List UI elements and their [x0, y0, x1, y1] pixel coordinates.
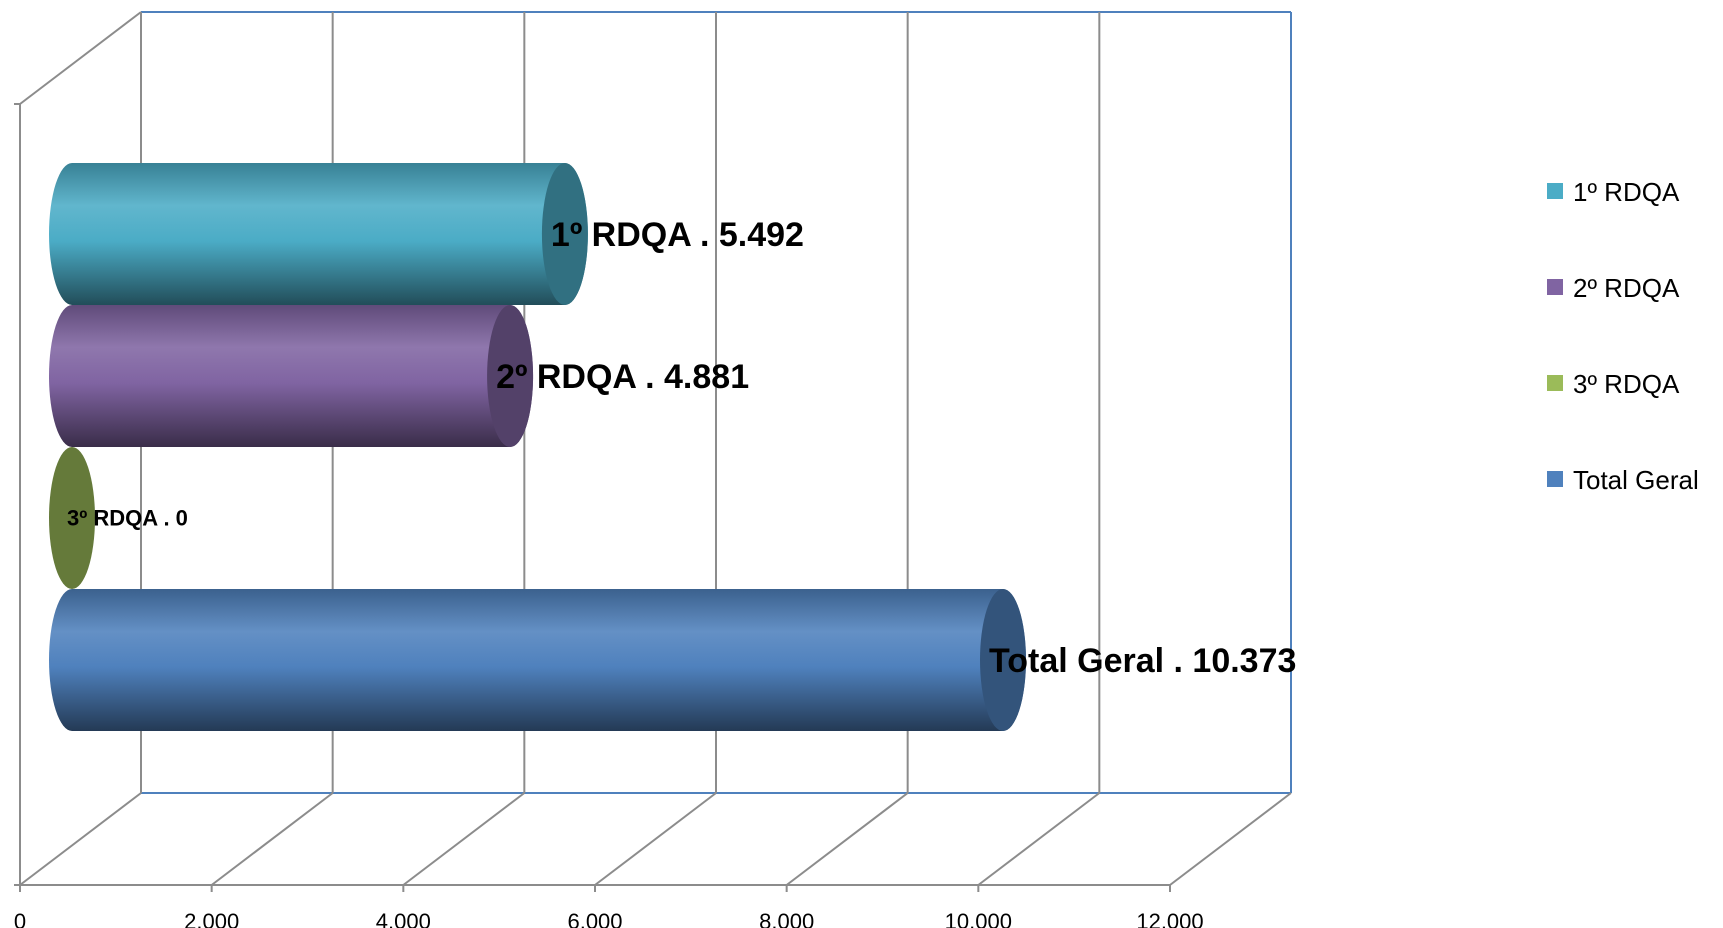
- legend-label: 2º RDQA: [1573, 273, 1680, 303]
- legend-label: 3º RDQA: [1573, 369, 1680, 399]
- x-tick-label: 6.000: [567, 909, 622, 928]
- bars: [49, 163, 1026, 731]
- data-label: Total Geral . 10.373: [989, 642, 1296, 680]
- x-tick-label: 10.000: [945, 909, 1012, 928]
- floor-gridline: [19, 792, 142, 886]
- data-label: 2º RDQA . 4.881: [496, 358, 749, 396]
- x-tick-label: 2.000: [184, 909, 239, 928]
- bar-end-cap: [979, 589, 1026, 731]
- bar-2-rdqa: [49, 305, 534, 447]
- legend-swatch: [1547, 471, 1563, 487]
- legend-swatch: [1547, 375, 1563, 391]
- x-tick-label: 4.000: [376, 909, 431, 928]
- bar-total-geral: [49, 589, 1026, 731]
- bar-end-cap: [487, 305, 534, 447]
- bar-1-rdqa: [49, 163, 588, 305]
- legend-swatch: [1547, 279, 1563, 295]
- x-tick-label: 8.000: [759, 909, 814, 928]
- legend-label: 1º RDQA: [1573, 177, 1680, 207]
- x-axis-ticks: 0 2.000 4.000 6.000 8.000 10.000 12.000: [14, 885, 1204, 928]
- x-tick-label: 0: [14, 909, 26, 928]
- floor-gridline: [786, 792, 909, 886]
- bar-end-cap: [541, 163, 588, 305]
- side-wall-top-edge: [19, 11, 142, 105]
- floor-gridline: [594, 792, 717, 886]
- floor-gridline: [211, 792, 334, 886]
- gridlines: [19, 11, 1292, 886]
- floor-gridline: [1169, 792, 1292, 886]
- floor-gridline: [977, 792, 1100, 886]
- data-label: 1º RDQA . 5.492: [551, 216, 804, 254]
- x-tick-label: 12.000: [1136, 909, 1203, 928]
- legend-label: Total Geral: [1573, 465, 1699, 495]
- legend-swatch: [1547, 183, 1563, 199]
- legend: 1º RDQA 2º RDQA 3º RDQA Total Geral: [1547, 177, 1699, 495]
- data-labels: 1º RDQA . 5.492 2º RDQA . 4.881 3º RDQA . …: [67, 216, 1296, 680]
- floor-gridline: [402, 792, 525, 886]
- data-label: 3º RDQA . 0: [67, 506, 188, 531]
- bar-3-rdqa: [49, 447, 95, 589]
